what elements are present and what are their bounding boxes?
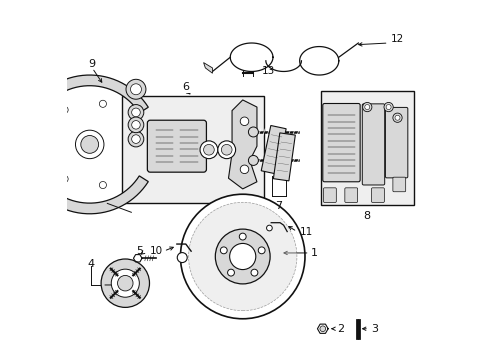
- Circle shape: [364, 104, 369, 109]
- Circle shape: [248, 156, 258, 165]
- Circle shape: [177, 253, 187, 262]
- Circle shape: [111, 269, 139, 297]
- FancyBboxPatch shape: [322, 103, 359, 182]
- Circle shape: [258, 247, 264, 254]
- FancyBboxPatch shape: [362, 104, 384, 185]
- Circle shape: [394, 115, 399, 120]
- Circle shape: [266, 225, 272, 231]
- FancyBboxPatch shape: [392, 177, 405, 192]
- Polygon shape: [261, 126, 285, 174]
- Polygon shape: [20, 75, 148, 214]
- Circle shape: [61, 106, 68, 113]
- Text: 10: 10: [149, 246, 163, 256]
- Circle shape: [229, 243, 255, 270]
- Polygon shape: [273, 133, 295, 181]
- Text: 6: 6: [182, 82, 189, 93]
- FancyBboxPatch shape: [385, 107, 407, 178]
- Circle shape: [383, 103, 392, 112]
- Circle shape: [128, 117, 143, 133]
- Circle shape: [239, 233, 245, 240]
- FancyBboxPatch shape: [371, 188, 384, 202]
- Text: 4: 4: [88, 258, 95, 269]
- FancyBboxPatch shape: [344, 188, 357, 202]
- Circle shape: [200, 141, 217, 159]
- Circle shape: [250, 269, 257, 276]
- Text: 3: 3: [370, 324, 377, 334]
- Text: 5: 5: [136, 246, 143, 256]
- Circle shape: [131, 108, 140, 117]
- Circle shape: [75, 130, 104, 159]
- Circle shape: [386, 104, 390, 109]
- Circle shape: [180, 194, 305, 319]
- Circle shape: [215, 229, 269, 284]
- Bar: [122, 96, 264, 203]
- Circle shape: [221, 144, 232, 155]
- FancyBboxPatch shape: [147, 120, 206, 172]
- Circle shape: [240, 165, 248, 174]
- Polygon shape: [228, 100, 256, 189]
- Circle shape: [131, 135, 140, 143]
- Circle shape: [117, 275, 133, 291]
- Circle shape: [227, 269, 234, 276]
- Circle shape: [188, 202, 296, 311]
- Text: 11: 11: [299, 226, 312, 237]
- Circle shape: [220, 247, 227, 254]
- Circle shape: [128, 131, 143, 147]
- Text: 1: 1: [310, 248, 317, 258]
- Bar: [320, 91, 413, 205]
- Circle shape: [392, 113, 401, 122]
- Circle shape: [61, 175, 68, 183]
- Circle shape: [240, 117, 248, 126]
- Circle shape: [203, 144, 214, 155]
- Circle shape: [101, 259, 149, 307]
- Text: 12: 12: [389, 35, 403, 44]
- Text: 9: 9: [88, 59, 96, 69]
- Circle shape: [248, 127, 258, 137]
- Circle shape: [43, 141, 50, 148]
- Text: 7: 7: [275, 201, 282, 211]
- Circle shape: [128, 104, 143, 120]
- Text: 13: 13: [262, 67, 275, 76]
- Circle shape: [99, 100, 106, 107]
- Text: 8: 8: [363, 211, 370, 221]
- Circle shape: [362, 103, 371, 112]
- Circle shape: [81, 135, 99, 153]
- Circle shape: [130, 84, 141, 95]
- Circle shape: [217, 141, 235, 159]
- Polygon shape: [203, 63, 212, 73]
- Circle shape: [131, 121, 140, 129]
- Circle shape: [126, 79, 145, 99]
- FancyBboxPatch shape: [323, 188, 336, 202]
- Text: 2: 2: [336, 324, 344, 334]
- Circle shape: [319, 326, 325, 332]
- Circle shape: [99, 181, 106, 189]
